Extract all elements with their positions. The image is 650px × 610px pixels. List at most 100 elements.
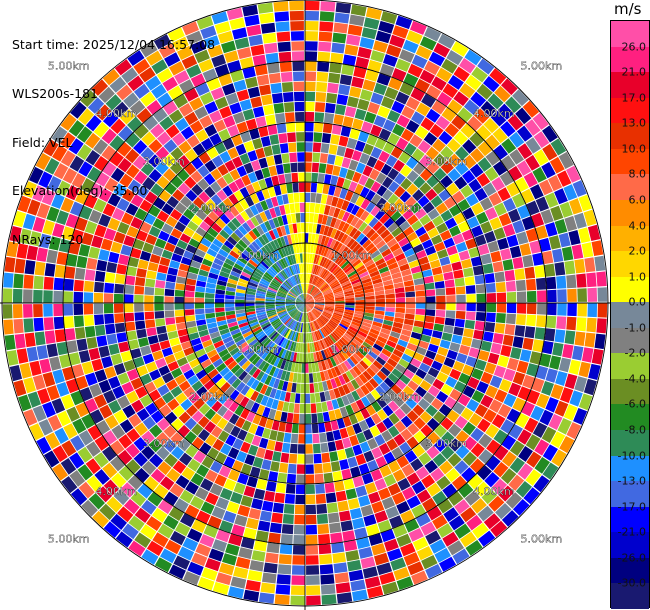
velocity-gate <box>324 272 332 281</box>
velocity-gate <box>293 81 305 92</box>
velocity-gate <box>136 268 147 278</box>
velocity-gate <box>402 324 413 332</box>
velocity-gate <box>512 257 524 269</box>
velocity-gate <box>384 288 395 295</box>
velocity-gate <box>559 436 575 454</box>
velocity-gate <box>315 277 321 286</box>
velocity-gate <box>110 440 125 455</box>
velocity-gate <box>281 524 294 535</box>
velocity-gate <box>412 189 425 202</box>
velocity-gate <box>310 243 315 254</box>
velocity-gate <box>152 218 165 230</box>
velocity-gate <box>175 392 188 405</box>
velocity-gate <box>254 64 268 76</box>
velocity-gate <box>235 299 245 303</box>
velocity-gate <box>130 491 147 507</box>
velocity-gate <box>123 92 139 108</box>
velocity-gate <box>298 312 302 322</box>
velocity-gate <box>252 368 261 379</box>
velocity-gate <box>278 311 287 317</box>
velocity-gate <box>117 449 133 465</box>
velocity-gate <box>174 202 187 214</box>
velocity-gate <box>143 115 159 131</box>
velocity-gate <box>237 429 248 441</box>
velocity-gate <box>294 101 305 112</box>
range-ring-label: 1.00km <box>237 249 279 262</box>
velocity-gate <box>317 330 323 340</box>
velocity-gate <box>169 161 183 175</box>
velocity-gate <box>288 277 295 287</box>
velocity-gate <box>208 384 220 396</box>
velocity-gate <box>478 433 493 448</box>
velocity-gate <box>413 176 426 189</box>
velocity-gate <box>241 327 251 335</box>
velocity-gate <box>465 285 476 294</box>
velocity-gate <box>86 337 98 349</box>
velocity-gate <box>309 383 315 393</box>
velocity-gate <box>476 125 492 141</box>
velocity-gate <box>226 501 240 514</box>
velocity-gate <box>318 317 326 325</box>
velocity-gate <box>251 498 263 510</box>
velocity-gate <box>320 360 327 371</box>
velocity-gate <box>391 384 402 395</box>
velocity-gate <box>539 237 551 252</box>
velocity-gate <box>195 248 206 258</box>
velocity-gate <box>266 242 275 253</box>
velocity-gate <box>163 100 178 116</box>
velocity-gate <box>114 283 125 294</box>
velocity-gate <box>225 543 240 556</box>
velocity-gate <box>574 376 588 393</box>
velocity-gate <box>416 303 426 309</box>
velocity-gate <box>265 397 274 408</box>
velocity-gate <box>225 299 235 303</box>
velocity-gate <box>286 297 296 301</box>
velocity-gate <box>310 286 317 295</box>
velocity-gate <box>260 278 270 285</box>
velocity-gate <box>485 283 496 293</box>
velocity-gate <box>245 305 255 310</box>
velocity-gate <box>277 260 285 270</box>
velocity-gate <box>372 343 383 352</box>
velocity-gate <box>255 225 265 236</box>
velocity-gate <box>415 512 431 527</box>
velocity-gate <box>305 263 307 273</box>
velocity-gate <box>255 530 269 542</box>
velocity-gate <box>380 366 391 377</box>
velocity-gate <box>61 440 77 457</box>
velocity-gate <box>209 110 223 123</box>
velocity-gate <box>238 357 248 367</box>
velocity-gate <box>222 409 234 421</box>
velocity-gate <box>391 368 403 379</box>
velocity-gate <box>240 210 250 222</box>
velocity-gate <box>80 178 95 193</box>
velocity-gate <box>542 340 554 355</box>
velocity-gate <box>311 288 319 296</box>
velocity-gate <box>317 412 324 423</box>
velocity-gate <box>336 176 345 188</box>
velocity-gate <box>362 225 372 236</box>
velocity-gate <box>310 403 317 414</box>
velocity-gate <box>77 446 93 463</box>
velocity-gate <box>455 146 469 161</box>
velocity-gate <box>454 415 468 429</box>
velocity-gate <box>306 595 321 606</box>
velocity-gate <box>330 264 339 273</box>
velocity-gate <box>305 172 312 182</box>
velocity-gate <box>445 287 456 295</box>
velocity-gate <box>140 41 158 58</box>
velocity-gate <box>434 547 451 563</box>
velocity-gate <box>286 279 294 288</box>
velocity-gate <box>276 307 286 311</box>
velocity-gate <box>53 277 64 291</box>
velocity-gate <box>14 258 26 274</box>
velocity-gate <box>482 263 494 274</box>
velocity-gate <box>355 485 368 498</box>
velocity-gate <box>388 181 400 193</box>
velocity-gate <box>290 31 304 41</box>
velocity-gate <box>43 450 60 468</box>
velocity-gate <box>498 212 512 227</box>
velocity-gate <box>248 338 258 347</box>
velocity-gate <box>305 243 308 253</box>
velocity-gate <box>290 162 298 173</box>
